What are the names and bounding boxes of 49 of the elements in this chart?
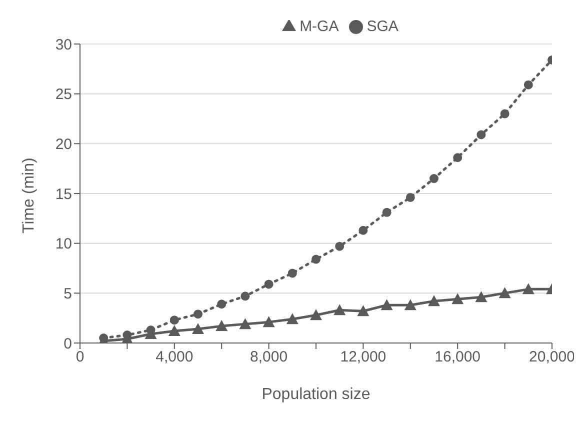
- point: [310, 309, 322, 320]
- y-tick-label: 25: [55, 86, 72, 104]
- y-tick-label: 10: [55, 236, 72, 253]
- point: [217, 300, 226, 309]
- point: [476, 130, 486, 140]
- point: [453, 153, 462, 162]
- point: [286, 313, 298, 324]
- x-tick-label: 16,000: [434, 348, 481, 366]
- point: [380, 299, 393, 310]
- point: [452, 293, 464, 304]
- point: [500, 109, 510, 118]
- point: [264, 280, 274, 289]
- point: [239, 318, 252, 330]
- y-tick-label: 5: [64, 285, 72, 302]
- y-tick-label: 0: [64, 335, 72, 352]
- y-axis-title: Time (min): [20, 158, 38, 234]
- y-tick-label: 20: [55, 136, 72, 153]
- legend-label: SGA: [366, 18, 398, 35]
- point: [194, 310, 202, 319]
- point: [522, 283, 534, 294]
- point: [335, 242, 344, 251]
- point: [475, 291, 488, 302]
- point: [404, 299, 416, 310]
- point: [312, 254, 320, 264]
- x-tick-label: 4,000: [156, 348, 194, 366]
- y-tick-label: 30: [55, 36, 72, 54]
- point: [430, 174, 438, 184]
- point: [498, 287, 511, 298]
- point: [382, 208, 392, 217]
- point: [192, 323, 204, 334]
- point: [216, 320, 228, 332]
- point: [168, 325, 180, 336]
- point: [170, 316, 179, 325]
- point: [358, 226, 368, 235]
- y-tick-label: 15: [55, 186, 72, 203]
- point: [357, 305, 370, 316]
- x-axis-title: Population size: [262, 386, 370, 403]
- x-tick-label: 20,000: [529, 348, 575, 366]
- point: [288, 268, 297, 278]
- point: [524, 80, 533, 90]
- point: [240, 292, 250, 301]
- point: [334, 304, 346, 316]
- x-tick-label: 0: [76, 348, 84, 366]
- x-tick-label: 8,000: [250, 348, 288, 366]
- point: [406, 192, 415, 202]
- x-tick-label: 12,000: [340, 348, 386, 366]
- point: [262, 316, 275, 328]
- point: [428, 295, 440, 306]
- legend-label: M-GA: [300, 18, 339, 35]
